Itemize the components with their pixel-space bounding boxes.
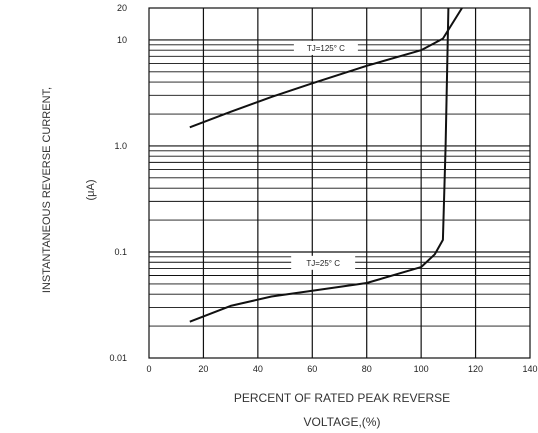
series-layer xyxy=(189,7,463,323)
series-line-tj125 xyxy=(189,7,463,129)
y-axis-label-line2: (μA) xyxy=(85,179,97,200)
x-tick-label: 20 xyxy=(198,364,208,374)
x-tick-label: 60 xyxy=(307,364,317,374)
annotation-layer: TJ=125° C TJ=25° C xyxy=(291,40,358,270)
y-tick-label: 1.0 xyxy=(114,141,127,151)
y-tick-label: 0.01 xyxy=(109,353,127,363)
x-tick-label: 80 xyxy=(362,364,372,374)
y-tick-labels: 0.01 0.1 1.0 10 20 xyxy=(109,3,127,363)
y-tick-label: 10 xyxy=(117,35,127,45)
x-tick-label: 0 xyxy=(146,364,151,374)
y-axis-label-line1: INSTANTANEOUS REVERSE CURRENT, xyxy=(41,87,53,293)
annotation-label: TJ=25° C xyxy=(306,259,340,268)
y-tick-label: 0.1 xyxy=(114,247,127,257)
x-tick-label: 100 xyxy=(414,364,429,374)
x-axis-label-line2: VOLTAGE,(%) xyxy=(304,415,381,429)
chart-grid xyxy=(149,8,530,358)
annotation-background xyxy=(293,40,358,55)
x-tick-label: 140 xyxy=(522,364,537,374)
plot-frame xyxy=(148,7,531,359)
series-line-tj25 xyxy=(189,7,450,323)
x-tick-labels: 0 20 40 60 80 100 120 140 xyxy=(146,364,537,374)
y-tick-label: 20 xyxy=(117,3,127,13)
x-tick-label: 40 xyxy=(253,364,263,374)
annotation-label: TJ=125° C xyxy=(307,44,345,53)
annotation-background xyxy=(291,255,356,270)
x-axis-label-line1: PERCENT OF RATED PEAK REVERSE xyxy=(234,391,450,405)
x-tick-label: 120 xyxy=(468,364,483,374)
